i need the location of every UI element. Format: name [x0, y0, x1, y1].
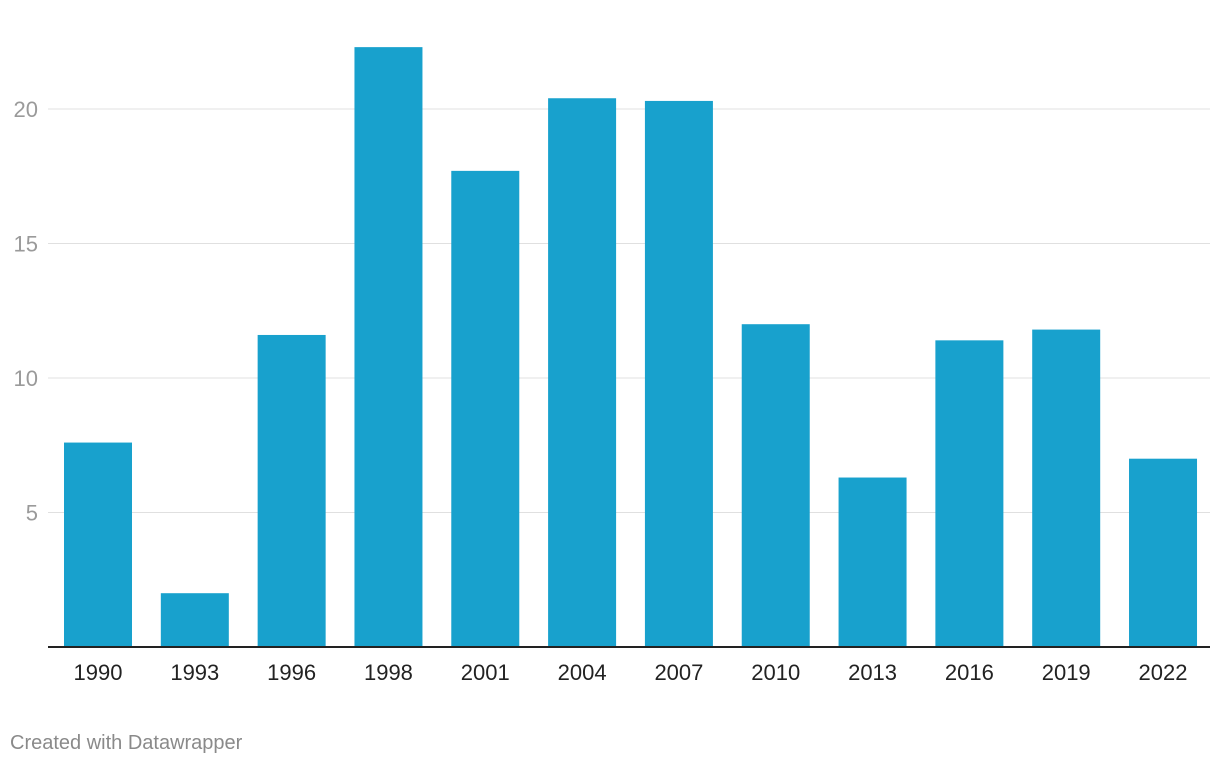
x-tick-label: 2022: [1139, 660, 1188, 685]
x-tick-label: 2001: [461, 660, 510, 685]
bar-2007: [644, 100, 713, 648]
y-tick-label: 10: [14, 366, 38, 391]
bar-2022: [1129, 458, 1198, 647]
bar-1998: [354, 47, 423, 647]
x-tick-label: 2010: [751, 660, 800, 685]
x-tick-label: 2007: [654, 660, 703, 685]
y-tick-label: 20: [14, 97, 38, 122]
x-tick-label: 2016: [945, 660, 994, 685]
x-tick-label: 2019: [1042, 660, 1091, 685]
bar-2013: [838, 477, 907, 647]
bar-2010: [741, 324, 810, 647]
bar-2019: [1032, 329, 1101, 647]
bar-1993: [160, 593, 229, 647]
x-axis-labels: 1990 1993 1996 1998 2001 2004 2007 2010 2013 2016…: [74, 660, 1188, 685]
bar-1990: [64, 442, 132, 647]
bar-2016: [935, 340, 1004, 647]
x-tick-label: 2013: [848, 660, 897, 685]
x-tick-label: 2004: [558, 660, 607, 685]
bar-2001: [451, 170, 520, 647]
bar-2004: [548, 98, 617, 648]
gridlines: [48, 108, 1210, 513]
y-tick-label: 15: [14, 232, 38, 257]
y-tick-label: 5: [26, 501, 38, 526]
x-tick-label: 1996: [267, 660, 316, 685]
credit-text: Created with Datawrapper: [10, 732, 243, 754]
bar-1996: [257, 334, 326, 647]
x-tick-label: 1998: [364, 660, 413, 685]
x-tick-label: 1993: [170, 660, 219, 685]
y-axis-labels: 5 10 15 20: [14, 97, 38, 526]
bars: [64, 47, 1198, 648]
x-tick-label: 1990: [74, 660, 123, 685]
